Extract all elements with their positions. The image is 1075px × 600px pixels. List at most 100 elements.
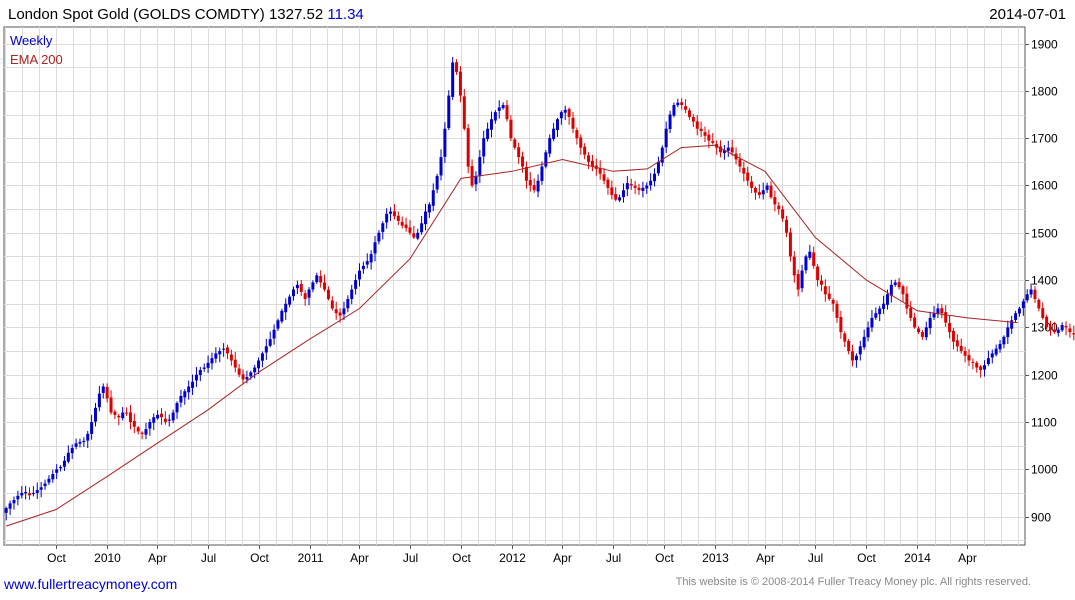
candle-body — [462, 96, 466, 129]
candle-down — [1033, 286, 1037, 304]
y-tick-label: 1500 — [1031, 227, 1058, 241]
candle-down — [140, 431, 144, 440]
candle-up — [20, 486, 24, 499]
candle-body — [70, 448, 74, 454]
x-tick-label: Jul — [201, 551, 216, 565]
candle-down — [823, 279, 827, 302]
x-tick-label: Apr — [958, 551, 977, 565]
candle-body — [843, 333, 847, 342]
candle-body — [1010, 320, 1014, 329]
candle-body — [412, 233, 416, 238]
candle-up — [276, 318, 280, 331]
candle-body — [1029, 289, 1033, 295]
candle-body — [389, 211, 393, 214]
candle-down — [742, 161, 746, 182]
candle-body — [1017, 308, 1021, 314]
x-tick-label: Apr — [148, 551, 167, 565]
candle-up — [555, 117, 559, 137]
candle-up — [253, 364, 257, 379]
candle-body — [979, 366, 983, 370]
candle-body — [602, 174, 606, 181]
candle-body — [280, 310, 284, 322]
candle-body — [967, 355, 971, 361]
candle-down — [575, 127, 579, 145]
candle-up — [439, 149, 443, 181]
candle-down — [847, 338, 851, 355]
candle-up — [874, 307, 878, 320]
candle-down — [948, 315, 952, 339]
chart-header: London Spot Gold (GOLDS COMDTY) 1327.52 … — [8, 6, 364, 23]
candle-down — [719, 140, 723, 158]
candle-body — [614, 194, 618, 200]
candle-down — [769, 181, 773, 200]
candle-body — [144, 429, 148, 435]
price-change: 11.34 — [327, 6, 364, 23]
candle-body — [975, 362, 979, 368]
candle-body — [703, 132, 707, 136]
candle-up — [621, 183, 625, 203]
candle-body — [187, 386, 191, 393]
candle-body — [288, 296, 292, 305]
candle-down — [637, 183, 641, 195]
candle-body — [12, 500, 16, 504]
candle-up — [447, 90, 451, 131]
candle-down — [334, 301, 338, 320]
candle-up — [862, 329, 866, 350]
candle-body — [245, 377, 249, 380]
candle-up — [257, 357, 261, 374]
candle-body — [777, 205, 781, 210]
candle-down — [400, 216, 404, 229]
candle-down — [1045, 314, 1049, 330]
candle-up — [101, 383, 105, 399]
candle-up — [59, 465, 63, 472]
candle-body — [994, 348, 998, 355]
candle-down — [785, 215, 789, 238]
candle-body — [59, 466, 63, 469]
candle-body — [303, 293, 307, 300]
candle-up — [854, 353, 858, 368]
candle-up — [280, 308, 284, 324]
candle-body — [1045, 316, 1049, 328]
candle-body — [878, 308, 882, 315]
y-tick-label: 1200 — [1031, 369, 1058, 383]
candle-up — [548, 134, 552, 158]
candle-body — [653, 173, 657, 182]
candle-up — [291, 286, 295, 301]
candle-body — [202, 367, 206, 369]
candle-up — [55, 464, 59, 480]
candle-body — [819, 280, 823, 285]
candle-down — [237, 364, 241, 378]
candle-body — [753, 188, 757, 193]
candle-up — [420, 215, 424, 235]
candle-up — [62, 456, 66, 471]
candle-body — [823, 286, 827, 295]
candle-down — [408, 220, 412, 235]
candle-down — [458, 66, 462, 103]
candle-up — [649, 173, 653, 191]
candle-down — [788, 227, 792, 262]
candle-body — [932, 313, 936, 318]
x-tick-label: Oct — [655, 551, 674, 565]
candle-body — [381, 223, 385, 232]
candle-body — [889, 284, 893, 296]
candle-down — [629, 178, 633, 190]
candle-up — [284, 298, 288, 320]
candle-body — [854, 355, 858, 361]
candle-body — [769, 185, 773, 198]
candle-body — [28, 493, 32, 496]
candle-down — [967, 349, 971, 366]
candle-body — [610, 187, 614, 195]
candle-body — [695, 121, 699, 129]
candle-body — [719, 146, 723, 153]
candle-body — [986, 358, 990, 365]
candle-body — [792, 256, 796, 276]
candle-up — [389, 207, 393, 221]
candle-body — [152, 417, 156, 423]
chart-date: 2014-07-01 — [989, 6, 1066, 23]
candle-body — [517, 147, 521, 158]
candle-up — [82, 437, 86, 448]
x-tick-label: Apr — [553, 551, 572, 565]
x-tick-label: Jul — [403, 551, 418, 565]
x-tick-label: Apr — [350, 551, 369, 565]
website-link[interactable]: www.fullertreacymoney.com — [4, 576, 178, 592]
